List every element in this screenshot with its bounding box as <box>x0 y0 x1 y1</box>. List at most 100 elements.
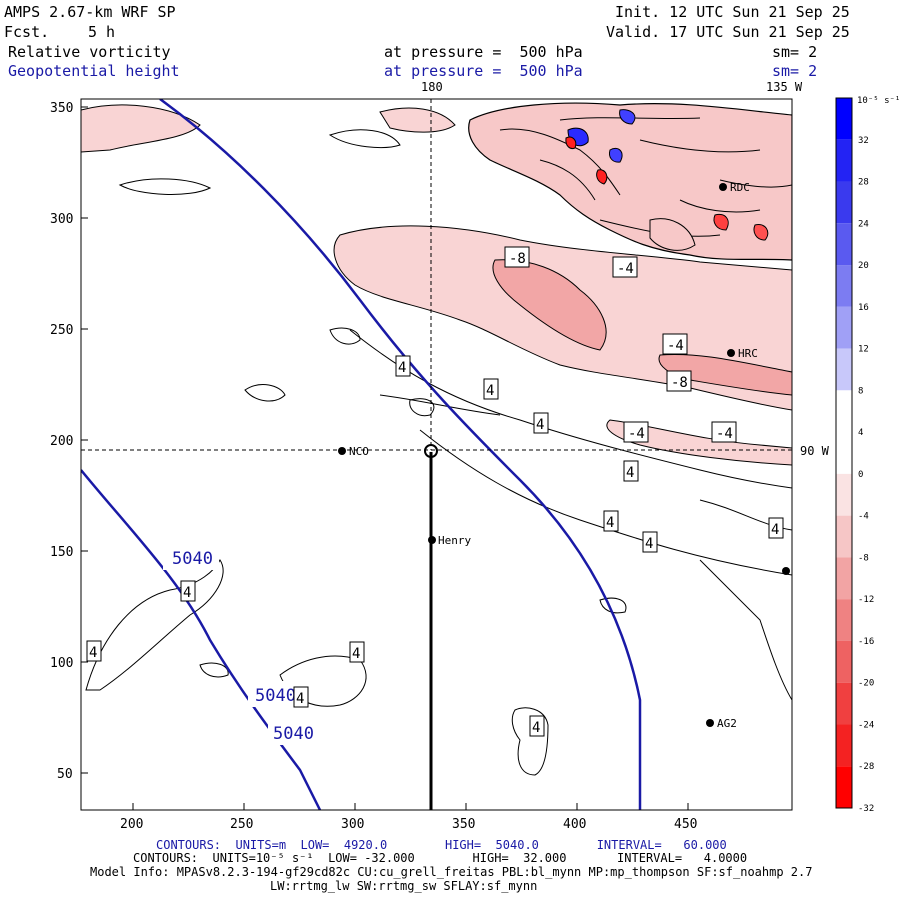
colorbar-swatch <box>836 432 852 474</box>
field2-smoothing: sm= 2 <box>772 62 818 80</box>
colorbar-label: 28 <box>858 178 869 188</box>
x-tick-label: 300 <box>341 817 364 832</box>
stations: NCO Henry HRC AG2 RDC <box>338 181 790 730</box>
colorbar-swatch <box>836 348 852 391</box>
station-label: RDC <box>730 181 750 194</box>
colorbar-label: 12 <box>858 345 869 355</box>
vort-label: -4 <box>716 426 733 442</box>
field2-name: Geopotential height <box>8 62 180 80</box>
field2-level: at pressure = 500 hPa <box>384 62 583 80</box>
vort-label: 4 <box>606 515 614 531</box>
x-axis: 200 250 300 350 400 450 <box>120 817 697 832</box>
colorbar-label: -16 <box>858 637 874 647</box>
lon-label-135w: 135 W <box>766 80 803 94</box>
station-label: Henry <box>438 534 471 547</box>
x-tick-label: 400 <box>563 817 586 832</box>
field1-smoothing: sm= 2 <box>772 43 818 61</box>
y-tick-label: 50 <box>57 767 73 782</box>
colorbar-swatch <box>836 265 852 307</box>
vort-label: 4 <box>352 646 360 662</box>
colorbar-swatch <box>836 181 852 224</box>
vort-label: 4 <box>536 417 544 433</box>
colorbar-swatch <box>836 640 852 683</box>
negative-vorticity-south <box>606 419 792 466</box>
convective-region <box>468 102 792 261</box>
y-tick-label: 250 <box>50 323 73 338</box>
x-tick-label: 450 <box>674 817 697 832</box>
colorbar-label: -8 <box>858 553 869 563</box>
colorbar-swatch <box>836 557 852 600</box>
model-title: AMPS 2.67-km WRF SP <box>4 3 176 21</box>
footer-height-contours: CONTOURS: UNITS=m LOW= 4920.0 HIGH= 5040… <box>156 838 727 852</box>
colorbar-swatch <box>836 223 852 266</box>
vort-label: 4 <box>296 691 304 707</box>
colorbar-label: -32 <box>858 804 874 814</box>
colorbar-swatch <box>836 98 852 140</box>
colorbar-swatch <box>836 682 852 725</box>
vort-label: -8 <box>509 251 526 267</box>
colorbar-swatch <box>836 473 852 516</box>
colorbar-label: 24 <box>858 219 869 229</box>
field1-name: Relative vorticity <box>8 43 171 61</box>
y-tick-label: 150 <box>50 545 73 560</box>
field1-level: at pressure = 500 hPa <box>384 43 583 61</box>
footer-model-info: Model Info: MPASv8.2.3-194-gf29cd82c CU:… <box>90 865 813 879</box>
y-tick-label: 300 <box>50 212 73 227</box>
colorbar: 32 28 24 20 16 12 8 4 0 -4 -8 -12 -16 -20 -24 -28 -32 <box>835 97 874 814</box>
lon-label-90w: 90 W <box>800 444 830 458</box>
colorbar-swatch <box>836 390 852 433</box>
x-tick-label: 250 <box>230 817 253 832</box>
station-marker <box>719 183 727 191</box>
colorbar-label: -24 <box>858 720 874 730</box>
station-marker <box>727 349 735 357</box>
height-label: 5040 <box>172 549 213 569</box>
plot-frame <box>80 98 793 811</box>
station-marker <box>428 536 436 544</box>
footer-physics: LW:rrtmg_lw SW:rrtmg_sw SFLAY:sf_mynn <box>270 879 538 893</box>
footer-vorticity-contours: CONTOURS: UNITS=10⁻⁵ s⁻¹ LOW= -32.000 HI… <box>133 851 748 865</box>
vort-label: 4 <box>626 465 634 481</box>
colorbar-swatch <box>836 139 852 182</box>
x-tick-label: 350 <box>452 817 475 832</box>
height-label: 5040 <box>273 724 314 744</box>
vort-label: 4 <box>398 360 406 376</box>
negative-vorticity-north <box>379 107 456 133</box>
init-time: Init. 12 UTC Sun 21 Sep 25 <box>615 3 850 21</box>
vort-label: 4 <box>645 536 653 552</box>
forecast-hour: 5 h <box>88 23 116 41</box>
valid-time: Valid. 17 UTC Sun 21 Sep 25 <box>606 23 850 41</box>
y-tick-label: 200 <box>50 434 73 449</box>
colorbar-swatch <box>836 724 852 767</box>
vort-label: 4 <box>771 522 779 538</box>
forecast-label: Fcst. <box>4 23 50 41</box>
colorbar-unit: 10⁻⁵ s⁻¹ <box>857 96 900 106</box>
colorbar-label: 0 <box>858 470 863 480</box>
negative-vorticity-west <box>81 104 201 153</box>
height-label: 5040 <box>255 686 296 706</box>
colorbar-label: 8 <box>858 386 863 396</box>
vort-label: -4 <box>667 338 684 354</box>
colorbar-label: -28 <box>858 762 874 772</box>
colorbar-label: 16 <box>858 303 869 313</box>
colorbar-frame <box>835 97 853 809</box>
vort-label: 4 <box>486 383 494 399</box>
lon-label-180: 180 <box>421 80 443 94</box>
vort-label: -8 <box>671 375 688 391</box>
vort-label: 4 <box>183 585 191 601</box>
station-label: AG2 <box>717 717 737 730</box>
colorbar-label: 20 <box>858 261 869 271</box>
station-marker <box>424 444 438 458</box>
station-marker <box>706 719 714 727</box>
station-label: HRC <box>738 347 758 360</box>
vort-label: 4 <box>532 720 540 736</box>
colorbar-label: -20 <box>858 679 874 689</box>
colorbar-swatch <box>836 599 852 641</box>
station-marker <box>338 447 346 455</box>
y-tick-label: 100 <box>50 656 73 671</box>
colorbar-swatch <box>836 306 852 349</box>
vort-label: -4 <box>617 261 634 277</box>
colorbar-label: -12 <box>858 595 874 605</box>
y-tick-label: 350 <box>50 101 73 116</box>
colorbar-swatch <box>836 515 852 558</box>
